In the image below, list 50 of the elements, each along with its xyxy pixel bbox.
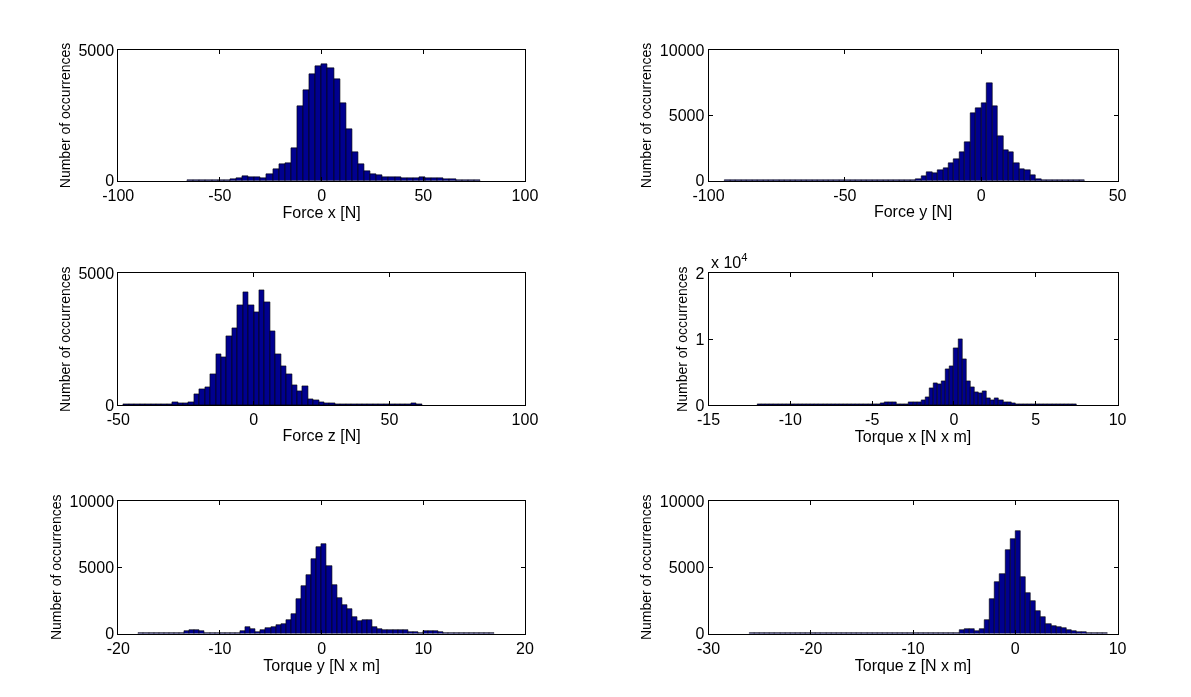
x-axis-title: Force x [N]	[282, 203, 361, 221]
x-tick-label: 0	[1010, 639, 1020, 657]
text: x 10$^{4}$	[711, 251, 748, 271]
y-axis-title: Number of occurrences	[57, 266, 74, 412]
x-tick-label: -15	[696, 411, 721, 429]
y-tick-label: 10000	[69, 492, 115, 510]
x-tick-label: -50	[106, 411, 130, 429]
x-tick-label: 0	[976, 186, 986, 204]
x-tick-label: 10	[414, 639, 433, 657]
x-axis-title: Torque x [N x m]	[854, 428, 972, 446]
x-tick-label: 50	[414, 186, 433, 204]
y-tick-label: 5000	[78, 41, 115, 59]
y-tick-label: 0	[695, 396, 705, 414]
x-tick-label: 10	[1108, 411, 1127, 429]
x-tick-label: 5	[1031, 411, 1041, 429]
x-axis-title: Torque z [N x m]	[854, 656, 972, 674]
x-tick-label: 100	[511, 411, 539, 429]
x-tick-label: -10	[208, 639, 232, 657]
y-tick-label: 10000	[659, 41, 705, 59]
y-axis-title: Number of occurrences	[48, 494, 65, 641]
x-axis-title: Force z [N]	[282, 427, 361, 445]
x-tick-label: 100	[511, 186, 539, 204]
x-tick-label: -10	[778, 411, 803, 429]
y-tick-label: 5000	[668, 558, 705, 576]
x-tick-label: 0	[249, 411, 259, 429]
x-axis-title: Torque y [N x m]	[263, 656, 380, 674]
x-tick-label: 50	[380, 411, 399, 429]
y-axis-title: Number of occurrences	[57, 42, 74, 189]
x-tick-label: 0	[317, 639, 327, 657]
y-tick-label: 5000	[78, 264, 115, 282]
x-tick-label: -50	[833, 186, 857, 204]
x-tick-label: 0	[949, 411, 959, 429]
x-tick-label: -50	[208, 186, 232, 204]
y-tick-label: 0	[105, 396, 115, 414]
y-tick-label: 5000	[78, 558, 115, 576]
x-tick-label: 0	[317, 186, 327, 204]
x-tick-label: 10	[1108, 639, 1127, 657]
y-axis-title: Number of occurrences	[638, 494, 655, 641]
x-tick-label: 20	[516, 639, 534, 657]
x-tick-label: -20	[799, 639, 823, 657]
x-axis-title: Force y [N]	[873, 202, 953, 220]
x-tick-label: 50	[1108, 186, 1127, 204]
y-tick-label: 5000	[668, 107, 705, 125]
y-tick-label: 1	[695, 330, 705, 348]
y-axis-title: Number of occurrences	[674, 266, 691, 412]
x-tick-label: -5	[865, 411, 880, 429]
y-axis-title: Number of occurrences	[638, 42, 655, 189]
y-tick-label: 2	[695, 264, 705, 282]
y-tick-label: 10000	[659, 492, 705, 510]
x-tick-label: -10	[901, 639, 925, 657]
